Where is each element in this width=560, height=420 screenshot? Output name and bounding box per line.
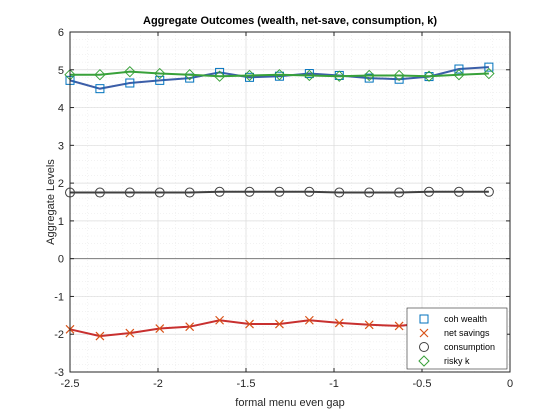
y-tick-label: 5	[58, 65, 64, 77]
series-line	[70, 70, 489, 78]
series-consumption	[65, 186, 494, 198]
data-point	[125, 328, 135, 338]
data-point	[364, 73, 374, 83]
x-tick-label: 0	[507, 378, 513, 390]
legend-marker	[419, 328, 429, 338]
series-layer	[64, 62, 495, 341]
legend-label: risky k	[444, 356, 470, 366]
x-tick-label: -1.5	[237, 378, 256, 390]
y-tick-label: -3	[54, 367, 64, 379]
chart-title: Aggregate Outcomes (wealth, net-save, co…	[143, 15, 437, 27]
series-risky-k	[64, 65, 495, 82]
data-point	[483, 186, 494, 197]
y-tick-label: 4	[58, 103, 64, 115]
data-point	[274, 186, 285, 197]
x-tick-label: -2	[153, 378, 163, 390]
legend-box	[406, 307, 508, 370]
data-point	[273, 68, 286, 81]
data-point	[95, 84, 105, 94]
data-point	[184, 187, 195, 198]
y-tick-label: -1	[54, 291, 64, 303]
y-tick-label: 3	[58, 140, 64, 152]
legend-label: net savings	[444, 328, 490, 338]
data-point	[453, 186, 464, 197]
data-point	[183, 68, 196, 81]
data-point	[424, 186, 435, 197]
y-tick-label: 1	[58, 216, 64, 228]
data-point	[364, 187, 375, 198]
y-tick-label: 2	[58, 178, 64, 190]
data-point	[95, 331, 105, 341]
data-point	[304, 69, 314, 79]
legend-marker	[418, 355, 430, 367]
y-tick-label: 6	[58, 27, 64, 39]
y-tick-labels: -3 -2 -1 0 1 2 3 4 5 6	[54, 27, 64, 379]
series-line	[70, 190, 489, 194]
data-point	[394, 187, 405, 198]
data-point	[364, 320, 374, 330]
x-tick-label: -0.5	[413, 378, 432, 390]
x-tick-label: -1	[329, 378, 339, 390]
y-axis-label: Aggregate Levels	[45, 159, 57, 245]
data-point	[484, 62, 494, 72]
data-point	[155, 75, 165, 85]
data-point	[334, 318, 344, 328]
data-point	[304, 315, 314, 325]
data-point	[423, 70, 435, 82]
x-axis-label: formal menu even gap	[235, 397, 344, 409]
legend-marker	[419, 342, 429, 352]
series-line	[69, 66, 489, 90]
x-tick-label: -2.5	[61, 378, 80, 390]
legend: coh wealth net savings consumption risky k	[406, 307, 508, 370]
data-point	[454, 64, 464, 74]
plot-box	[69, 31, 511, 373]
data-point	[94, 187, 105, 198]
data-point	[363, 69, 375, 82]
data-point	[453, 68, 465, 81]
data-point	[154, 67, 166, 80]
y-tick-label: 0	[58, 254, 64, 266]
data-point	[155, 324, 165, 333]
data-point	[125, 78, 135, 88]
data-point	[214, 186, 225, 197]
x-tick-labels: -2.5 -2 -1.5 -1 -0.5 0	[61, 378, 514, 390]
data-point	[304, 186, 315, 197]
data-point	[124, 65, 136, 78]
data-point	[215, 315, 225, 325]
data-point	[154, 187, 165, 198]
data-point	[243, 69, 256, 82]
data-point	[393, 69, 405, 82]
data-point	[303, 69, 316, 82]
data-point	[483, 67, 495, 80]
axis-ticks	[69, 31, 511, 373]
data-point	[245, 72, 255, 82]
data-point	[185, 322, 195, 332]
data-point	[275, 319, 284, 329]
legend-label: consumption	[444, 342, 495, 352]
y-tick-label: -2	[54, 329, 64, 341]
data-point	[394, 321, 404, 331]
data-point	[244, 186, 255, 197]
data-point	[213, 70, 226, 82]
data-point	[124, 187, 135, 198]
data-point	[334, 187, 345, 198]
legend-marker	[419, 314, 429, 324]
data-point	[94, 68, 106, 81]
data-point	[333, 70, 345, 82]
legend-label: coh wealth	[444, 314, 487, 324]
data-point	[245, 319, 254, 329]
